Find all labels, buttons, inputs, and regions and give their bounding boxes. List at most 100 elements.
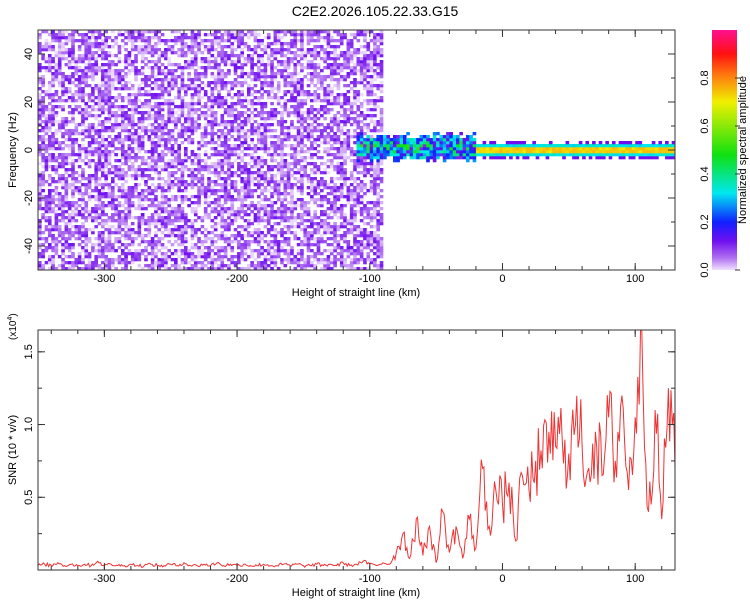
- spectrogram-cell: [180, 33, 185, 37]
- spectrogram-cell: [346, 144, 351, 148]
- spectrogram-cell: [280, 261, 284, 265]
- spectrogram-cell: [167, 201, 172, 205]
- spectrogram-cell: [240, 33, 244, 37]
- spectrogram-cell: [283, 243, 288, 247]
- spectrogram-cell: [276, 90, 281, 94]
- spectrogram-cell: [160, 210, 165, 214]
- spectrogram-cell: [203, 165, 208, 169]
- spectrogram-cell: [316, 186, 321, 190]
- spectrogram-cell: [346, 195, 351, 199]
- spectrogram-cell: [47, 60, 52, 64]
- spectrogram-cell: [160, 195, 165, 199]
- spectrogram-cell: [147, 228, 152, 232]
- spectrogram-cell: [190, 36, 195, 40]
- spectrogram-cell: [41, 105, 45, 109]
- spectrogram-cell: [329, 78, 334, 82]
- spectrogram-cell: [346, 132, 351, 136]
- spectrogram-cell: [280, 219, 284, 223]
- spectrogram-cell: [240, 177, 244, 181]
- spectrogram-cell: [320, 87, 324, 91]
- spectrogram-cell: [247, 183, 251, 187]
- spectrogram-cell: [263, 264, 268, 268]
- spectrogram-cell: [250, 117, 254, 121]
- spectrogram-cell: [150, 243, 155, 247]
- spectrogram-cell: [270, 174, 274, 178]
- spectrogram-cell: [193, 45, 198, 49]
- spectrogram-cell: [260, 105, 264, 109]
- spectrogram-cell: [237, 162, 241, 166]
- spectrogram-cell: [81, 90, 85, 94]
- spectrogram-cell: [233, 186, 238, 190]
- spectrogram-cell: [134, 72, 138, 76]
- spectrogram-cell: [276, 189, 281, 193]
- spectrogram-cell: [97, 105, 102, 109]
- spectrogram-cell: [183, 117, 188, 121]
- spectrogram-cell: [197, 255, 201, 259]
- spectrogram-cell: [150, 129, 155, 133]
- spectrogram-cell: [343, 144, 347, 148]
- spectrogram-cell: [200, 252, 205, 256]
- spectrogram-cell: [247, 204, 251, 208]
- spectrogram-cell: [61, 234, 65, 238]
- spectrogram-cell: [290, 42, 294, 46]
- spectrogram-cell: [120, 84, 125, 88]
- spectrogram-cell: [266, 135, 271, 139]
- spectrogram-cell: [57, 174, 62, 178]
- spectrogram-cell: [286, 252, 291, 256]
- spectrogram-cell: [353, 213, 357, 217]
- spectrogram-cell: [207, 180, 211, 184]
- spectrogram-cell: [107, 150, 112, 154]
- spectrogram-cell: [353, 180, 357, 184]
- spectrogram-cell: [306, 261, 311, 265]
- spectrogram-cell: [134, 141, 138, 145]
- spectrogram-cell: [200, 177, 205, 181]
- spectrogram-cell: [140, 147, 145, 151]
- spectrogram-cell: [187, 120, 191, 124]
- spectrogram-cell: [303, 264, 308, 268]
- spectrogram-cell: [74, 210, 79, 214]
- spectrogram-cell: [190, 57, 195, 61]
- spectrogram-cell: [227, 246, 231, 250]
- spectrogram-cell: [174, 69, 178, 73]
- spectrogram-cell: [71, 117, 75, 121]
- spectrogram-cell: [349, 204, 354, 208]
- spectrogram-cell: [290, 75, 294, 79]
- spectrogram-cell: [107, 36, 112, 40]
- spectrogram-cell: [137, 45, 142, 49]
- spectrogram-cell: [260, 126, 264, 130]
- spectrogram-cell: [104, 84, 108, 88]
- spectrogram-cell: [233, 129, 238, 133]
- spectrogram-cell: [210, 90, 215, 94]
- spectrogram-cell: [300, 240, 304, 244]
- spectrogram-cell: [256, 231, 261, 235]
- spectrogram-cell: [137, 123, 142, 127]
- spectrogram-cell: [154, 171, 158, 175]
- spectrogram-cell: [110, 192, 115, 196]
- spectrogram-cell: [313, 153, 317, 157]
- spectrogram-cell: [84, 162, 89, 166]
- spectrogram-cell: [286, 144, 291, 148]
- spectrogram-cell: [263, 150, 268, 154]
- spectrogram-cell: [190, 99, 195, 103]
- spectrogram-cell: [41, 231, 45, 235]
- spectrogram-cell: [164, 87, 168, 91]
- spectrogram-cell: [124, 96, 128, 100]
- spectrogram-cell: [263, 186, 268, 190]
- spectrogram-cell: [51, 99, 55, 103]
- spectrogram-cell: [293, 36, 298, 40]
- spectrogram-cell: [104, 195, 108, 199]
- spectrogram-cell: [247, 225, 251, 229]
- spectrogram-cell: [296, 63, 301, 67]
- spectrogram-cell: [253, 102, 258, 106]
- spectrogram-cell: [256, 171, 261, 175]
- spectrogram-cell: [237, 96, 241, 100]
- spectrogram-cell: [71, 255, 75, 259]
- spectrogram-cell: [51, 240, 55, 244]
- spectrogram-cell: [154, 126, 158, 130]
- spectrogram-cell: [137, 156, 142, 160]
- spectrogram-cell: [293, 135, 298, 139]
- spectrogram-cell: [233, 81, 238, 85]
- spectrogram-cell: [164, 267, 168, 271]
- spectrogram-cell: [124, 180, 128, 184]
- spectrogram-cell: [260, 87, 264, 91]
